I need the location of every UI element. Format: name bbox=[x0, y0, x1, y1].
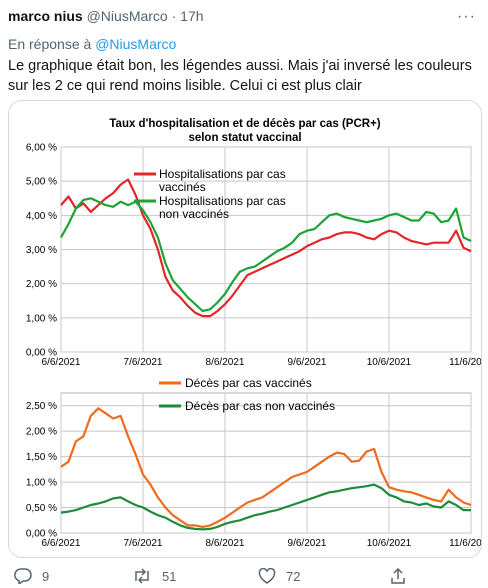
legend-hosp-vaccines-line2: vaccinés bbox=[159, 180, 206, 194]
x-tick-label: 9/6/2021 bbox=[288, 357, 327, 368]
x-tick-label: 7/6/2021 bbox=[124, 538, 163, 549]
y-tick-label: 2,00 % bbox=[26, 279, 57, 290]
tweet-time[interactable]: 17h bbox=[180, 8, 204, 24]
share-button[interactable] bbox=[390, 568, 406, 584]
reply-context: En réponse à @NiusMarco bbox=[8, 36, 176, 52]
y-tick-label: 0,00 % bbox=[26, 529, 57, 540]
chart-subtitle: selon statut vaccinal bbox=[188, 132, 301, 144]
retweet-count: 51 bbox=[162, 568, 177, 584]
reply-prefix: En réponse à bbox=[8, 36, 92, 52]
share-icon bbox=[391, 568, 405, 584]
y-tick-label: 1,00 % bbox=[26, 313, 57, 324]
chart-image: Taux d'hospitalisation et de décès par c… bbox=[9, 101, 481, 557]
legend-deaths-non-vaccines: Décès par cas non vaccinés bbox=[185, 399, 335, 413]
like-button[interactable]: 72 bbox=[258, 568, 300, 584]
x-tick-label: 11/6/2021 bbox=[449, 538, 481, 549]
more-options-icon[interactable]: ··· bbox=[457, 8, 476, 25]
x-tick-label: 7/6/2021 bbox=[124, 357, 163, 368]
y-tick-label: 6,00 % bbox=[26, 143, 57, 154]
x-tick-label: 9/6/2021 bbox=[288, 538, 327, 549]
reply-icon bbox=[14, 568, 32, 584]
reply-button[interactable]: 9 bbox=[14, 568, 49, 584]
legend-deaths-vaccines: Décès par cas vaccinés bbox=[185, 376, 312, 390]
y-tick-label: 3,00 % bbox=[26, 245, 57, 256]
x-tick-label: 10/6/2021 bbox=[367, 538, 412, 549]
x-tick-label: 6/6/2021 bbox=[42, 538, 81, 549]
y-tick-label: 5,00 % bbox=[26, 177, 57, 188]
tweet-actions: 9 51 72 bbox=[0, 566, 488, 588]
legend-hosp-non-vaccines-line2: non vaccinés bbox=[159, 207, 229, 221]
separator-dot: · bbox=[171, 8, 177, 24]
reply-mention-link[interactable]: @NiusMarco bbox=[95, 36, 177, 52]
author-handle[interactable]: @NiusMarco bbox=[86, 8, 168, 24]
y-tick-label: 1,00 % bbox=[26, 478, 57, 489]
retweet-button[interactable]: 51 bbox=[132, 568, 176, 584]
y-tick-label: 0,50 % bbox=[26, 503, 57, 514]
y-tick-label: 2,00 % bbox=[26, 427, 57, 438]
tweet-text: Le graphique était bon, les légendes aus… bbox=[8, 58, 472, 94]
y-tick-label: 2,50 % bbox=[26, 401, 57, 412]
series-line-0 bbox=[60, 407, 472, 528]
y-tick-label: 1,50 % bbox=[26, 452, 57, 463]
series-line-1 bbox=[60, 483, 471, 531]
legend-hosp-non-vaccines-line1: Hospitalisations par cas bbox=[159, 194, 286, 208]
reply-count: 9 bbox=[42, 568, 50, 584]
x-tick-label: 8/6/2021 bbox=[206, 357, 245, 368]
x-tick-label: 11/6/2021 bbox=[449, 357, 481, 368]
series-line-1 bbox=[60, 197, 472, 313]
x-tick-label: 8/6/2021 bbox=[206, 538, 245, 549]
x-tick-label: 10/6/2021 bbox=[367, 357, 412, 368]
series-line-0 bbox=[60, 178, 472, 318]
tweet-media-chart[interactable]: Taux d'hospitalisation et de décès par c… bbox=[8, 100, 482, 558]
author-name[interactable]: marco nius bbox=[8, 8, 83, 24]
y-tick-label: 4,00 % bbox=[26, 211, 57, 222]
legend-hosp-vaccines-line1: Hospitalisations par cas bbox=[159, 167, 286, 181]
chart-title: Taux d'hospitalisation et de décès par c… bbox=[109, 118, 380, 130]
retweet-icon bbox=[135, 568, 149, 584]
like-count: 72 bbox=[286, 568, 301, 584]
x-tick-label: 6/6/2021 bbox=[42, 357, 81, 368]
y-tick-label: 0,00 % bbox=[26, 348, 57, 359]
tweet-header: marco nius @NiusMarco · 17h ··· bbox=[8, 8, 480, 30]
like-icon bbox=[258, 568, 276, 584]
